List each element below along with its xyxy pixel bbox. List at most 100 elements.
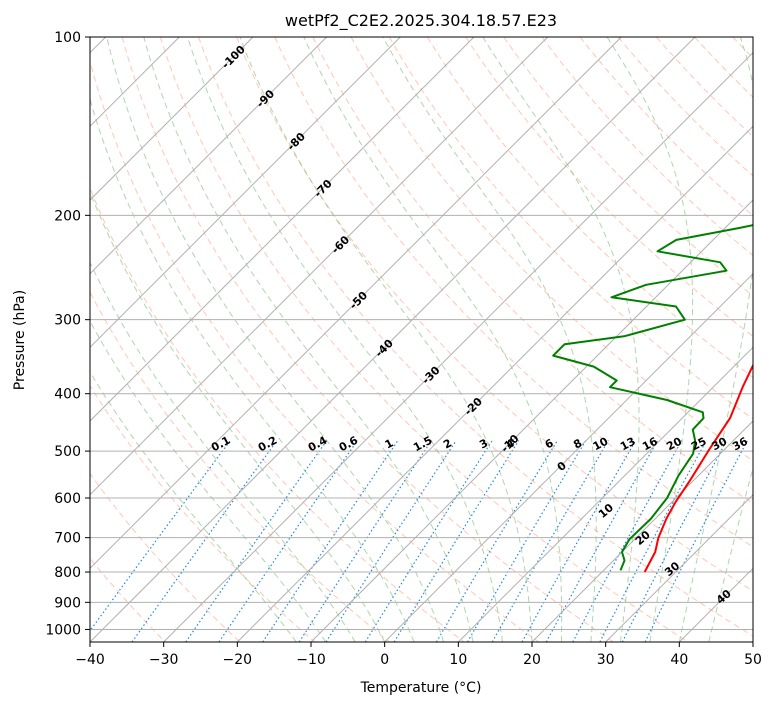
x-tick-label: 20: [523, 652, 541, 668]
dry-adiabat: [121, 37, 614, 642]
isotherm-label: -80: [285, 130, 308, 153]
y-tick-label: 500: [54, 444, 81, 460]
dry-adiabat: [90, 384, 316, 642]
isotherm-line: [531, 420, 753, 642]
dry-adiabat: [694, 37, 753, 98]
y-axis-label: Pressure (hPa): [12, 290, 28, 390]
mixing-ratio-line: [90, 440, 231, 632]
moist-adiabat: [482, 37, 640, 642]
isotherm-line: [310, 199, 753, 642]
background-lines: [90, 37, 775, 642]
mixing-ratio-line: [572, 440, 683, 642]
moist-adiabat: [143, 37, 474, 642]
moist-adiabat: [106, 37, 445, 642]
x-tick-label: −10: [296, 652, 326, 668]
mixing-ratio-line: [466, 440, 587, 642]
isotherm-line: [457, 346, 753, 642]
isotherm-line: [90, 37, 401, 349]
dry-adiabat: [426, 37, 753, 379]
mixing-ratio-label: 2: [441, 436, 454, 451]
mixing-ratio-line: [521, 440, 637, 642]
x-tick-label: 50: [744, 652, 762, 668]
isotherm-label: -70: [312, 177, 335, 200]
mixing-ratio-line: [298, 440, 432, 642]
isotherm-line: [90, 37, 622, 570]
mixing-ratio-line: [185, 440, 328, 642]
moist-adiabat-label: 30: [662, 559, 682, 579]
y-tick-label: 600: [54, 491, 81, 507]
dry-adiabat: [90, 186, 465, 642]
moist-adiabat: [606, 37, 694, 642]
chart-title: wetPf2_C2E2.2025.304.18.57.E23: [285, 11, 557, 31]
isotherm-line: [90, 37, 328, 275]
isotherm-line: [236, 125, 753, 642]
mixing-ratio-line: [545, 440, 659, 642]
y-tick-label: 1000: [45, 622, 81, 638]
isotherm-line: [163, 51, 753, 642]
mixing-ratio-label: 13: [618, 435, 638, 454]
x-tick-label: −40: [75, 652, 105, 668]
mixing-ratio-label: 10: [591, 434, 611, 453]
isotherm-line: [90, 37, 549, 496]
x-axis-label: Temperature (°C): [360, 680, 482, 696]
dry-adiabat: [732, 37, 753, 59]
mixing-ratio-line: [262, 440, 399, 642]
mixing-ratio-label: 1: [383, 436, 396, 451]
moist-adiabat: [90, 320, 327, 642]
profile-lines: [552, 224, 753, 573]
moist-adiabat: [187, 37, 503, 642]
dry-adiabat: [503, 37, 753, 297]
moist-adiabat: [708, 465, 753, 642]
dry-adiabat: [656, 37, 753, 138]
x-tick-label: 10: [449, 652, 467, 668]
y-tick-label: 100: [54, 30, 81, 46]
isotherm-label: -50: [347, 289, 370, 312]
moist-adiabat: [678, 37, 753, 642]
dry-adiabat: [388, 37, 753, 420]
dewpoint-line: [552, 224, 753, 571]
x-tick-label: 0: [380, 652, 389, 668]
temperature-line: [643, 363, 753, 573]
moist-adiabat: [90, 370, 297, 642]
mixing-ratio-line: [599, 440, 707, 642]
isotherm-label: -30: [419, 364, 442, 387]
mixing-ratio-label: 36: [730, 435, 750, 454]
isotherm-line: [605, 493, 753, 642]
mixing-ratio-line: [491, 440, 609, 642]
y-tick-label: 400: [54, 387, 81, 403]
moist-adiabat: [239, 37, 533, 642]
y-tick-label: 300: [54, 313, 81, 329]
moist-adiabat: [90, 261, 356, 642]
x-tick-label: 40: [670, 652, 688, 668]
x-tick-label: −20: [223, 652, 253, 668]
isotherm-label: -20: [462, 395, 485, 418]
mixing-ratio-line: [364, 440, 493, 642]
moist-adiabat: [90, 190, 386, 642]
dry-adiabat: [236, 37, 753, 592]
isotherm-line: [384, 272, 753, 642]
mixing-ratio-label: 25: [689, 435, 709, 454]
isotherm-line: [90, 37, 475, 422]
mixing-ratio-label: 6: [543, 436, 556, 451]
dry-adiabat: [90, 472, 241, 642]
axis-ticks: −40 −30 −20 −10 0 10 20 30 40 50 100 200 300 400 500 60…: [45, 30, 762, 668]
isotherm-label: -60: [329, 233, 352, 256]
dry-adiabat: [771, 37, 775, 642]
dry-adiabat: [90, 59, 540, 642]
moist-adiabat: [382, 37, 597, 642]
mixing-ratio-line: [131, 440, 278, 642]
isotherm-line: [90, 37, 696, 642]
mixing-ratio-line: [435, 440, 558, 642]
dry-adiabat: [274, 37, 753, 548]
isotherm-line: [678, 567, 753, 642]
x-tick-label: −30: [149, 652, 179, 668]
dry-adiabat: [159, 37, 689, 642]
y-tick-label: 800: [54, 565, 81, 581]
mixing-ratio-label: 20: [664, 434, 684, 453]
y-tick-label: 700: [54, 531, 81, 547]
y-tick-label: 900: [54, 595, 81, 611]
x-tick-label: 30: [597, 652, 615, 668]
mixing-ratio-line: [393, 440, 520, 642]
mixing-ratio-label: 30: [710, 435, 730, 454]
